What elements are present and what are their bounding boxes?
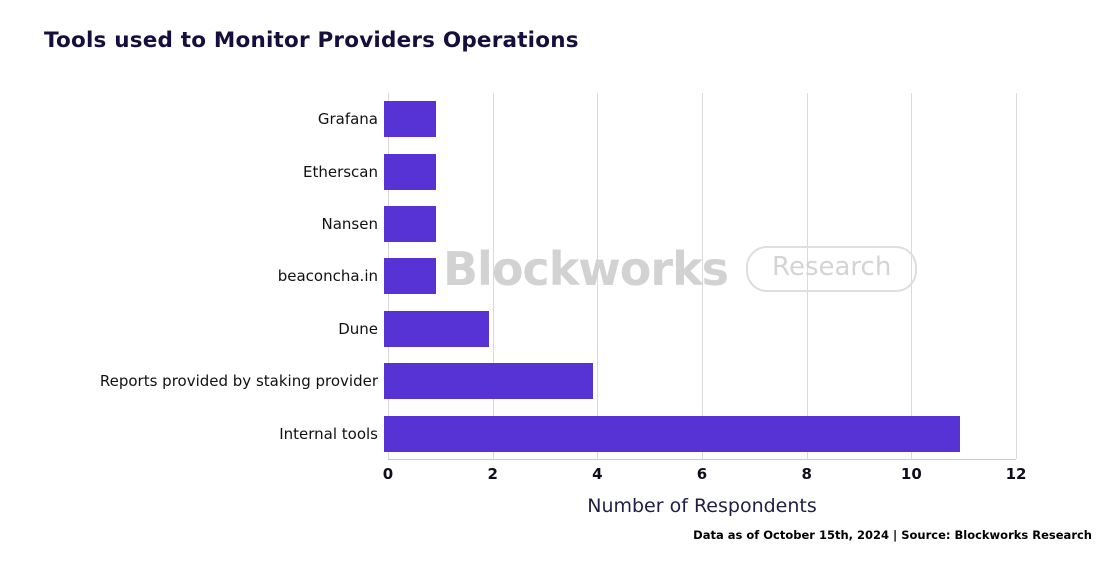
x-tick-label: 4 — [592, 465, 603, 483]
x-tick-label: 12 — [1005, 465, 1027, 483]
bar-row: Grafana — [0, 93, 1016, 145]
x-tick-label: 2 — [487, 465, 498, 483]
bar-row: Internal tools — [0, 408, 1016, 460]
watermark: Blockworks Research — [443, 242, 918, 297]
bar-track — [384, 145, 1012, 197]
bar-track — [384, 93, 1012, 145]
bar-row: beaconcha.in — [0, 250, 1016, 302]
bar-track — [384, 198, 1012, 250]
gridline-x-12 — [1016, 93, 1017, 459]
bar-rows: Grafana Etherscan Nansen beaconcha.in Dune Re… — [0, 93, 1016, 460]
x-tick-label: 10 — [900, 465, 922, 483]
category-label: Reports provided by staking provider — [99, 372, 378, 391]
bar-dune — [384, 310, 489, 347]
category-label: beaconcha.in — [277, 267, 378, 286]
category-label: Internal tools — [279, 424, 378, 443]
category-label: Dune — [338, 319, 378, 338]
x-tick-label: 0 — [382, 465, 394, 483]
research-badge: Research — [746, 246, 918, 293]
blockworks-logo: Blockworks — [443, 242, 729, 297]
bar-row: Nansen — [0, 198, 1016, 250]
category-label: Nansen — [321, 215, 378, 234]
source-footnote: Data as of October 15th, 2024 | Source: … — [693, 528, 1092, 542]
bar-reports-provided-by-staking-provider — [384, 363, 594, 400]
bar-grafana — [384, 101, 437, 138]
gridline-x-2 — [492, 93, 494, 459]
x-tick-label: 6 — [696, 465, 708, 483]
bar-internal-tools — [384, 415, 960, 452]
bar-row: Dune — [0, 303, 1016, 355]
bar-track — [384, 355, 1012, 407]
x-axis-label: Number of Respondents — [587, 495, 817, 517]
gridline-x-6 — [702, 93, 703, 459]
bar-track — [384, 408, 1012, 460]
bar-row: Etherscan — [0, 145, 1016, 197]
bar-etherscan — [384, 153, 437, 190]
bar-row: Reports provided by staking provider — [0, 355, 1016, 407]
x-tick-label: 8 — [801, 465, 812, 483]
bar-beaconcha-in — [384, 258, 437, 295]
category-label: Etherscan — [302, 162, 378, 181]
bar-nansen — [384, 206, 437, 243]
gridline-x-4 — [597, 93, 599, 459]
x-axis-ticks: 0 2 4 6 8 10 12 — [383, 465, 1027, 485]
category-label: Grafana — [317, 110, 378, 129]
bar-track — [384, 303, 1012, 355]
chart-title: Tools used to Monitor Providers Operatio… — [44, 28, 579, 53]
bar-track — [384, 250, 1012, 302]
gridline-x-8 — [806, 93, 808, 459]
